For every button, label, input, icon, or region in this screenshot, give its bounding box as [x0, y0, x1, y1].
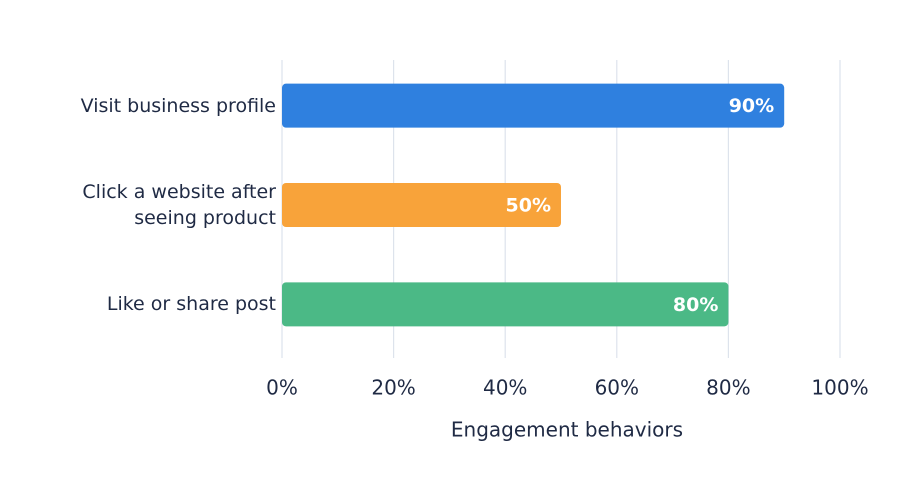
y-tick-label: Click a website after seeing product	[82, 181, 276, 229]
x-tick-label: 0%	[266, 376, 298, 400]
x-tick-label: 100%	[811, 376, 868, 400]
bar	[282, 183, 561, 227]
x-tick-label: 60%	[595, 376, 639, 400]
bar	[282, 282, 729, 327]
x-tick-label: 40%	[483, 376, 527, 400]
x-tick-label: 20%	[371, 376, 415, 400]
bar-value-label: 50%	[506, 195, 551, 217]
y-tick-label: Visit business profile	[80, 94, 276, 117]
x-axis-title: Engagement behaviors	[451, 418, 683, 442]
x-tick-label: 80%	[706, 376, 750, 400]
bar-value-label: 90%	[729, 95, 774, 117]
bar-value-label: 80%	[673, 294, 718, 316]
y-tick-label: Like or share post	[106, 293, 276, 316]
bar	[282, 83, 785, 128]
